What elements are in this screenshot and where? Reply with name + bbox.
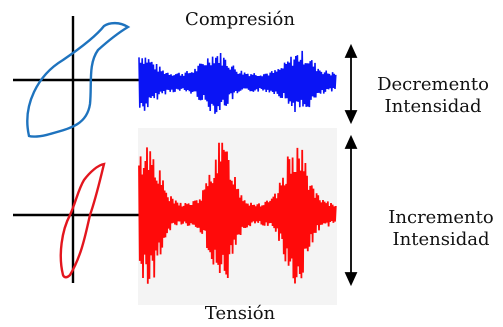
top-hysteresis-axes	[13, 16, 140, 152]
tension-waveform	[138, 142, 337, 284]
increment-label: Incremento Intensidad	[379, 207, 503, 251]
compression-label: Compresión	[185, 9, 295, 30]
tension-label: Tensión	[204, 303, 276, 324]
bottom-hysteresis-loop	[59, 162, 106, 279]
decrement-arrow	[344, 43, 358, 125]
bottom-hysteresis-axes	[13, 152, 140, 283]
decrement-label: Decremento Intensidad	[373, 74, 493, 118]
increment-label-line1: Incremento	[388, 207, 494, 228]
decrement-label-line1: Decremento	[377, 74, 489, 95]
increment-label-line2: Intensidad	[392, 229, 490, 250]
top-hysteresis-loop	[26, 21, 131, 138]
compression-waveform	[138, 50, 337, 114]
increment-arrow	[344, 134, 358, 287]
decrement-label-line2: Intensidad	[384, 96, 482, 117]
